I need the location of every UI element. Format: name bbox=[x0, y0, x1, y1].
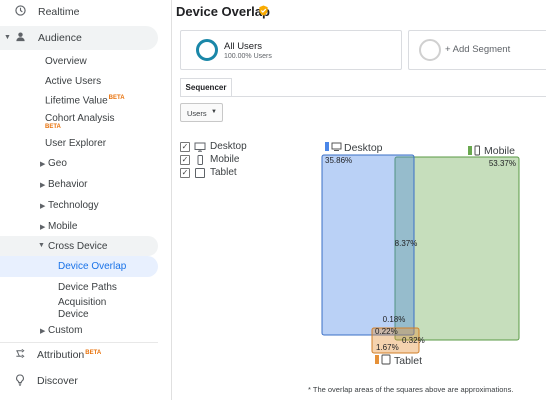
sidebar-item-attribution[interactable]: AttributionBETA bbox=[0, 347, 158, 363]
mobile-checkbox[interactable]: ✓ bbox=[180, 155, 190, 165]
sidebar-item-label: User Explorer bbox=[45, 137, 107, 149]
tablet-legend-label: Tablet bbox=[394, 355, 422, 367]
sidebar-item-label: Cross Device bbox=[48, 240, 108, 252]
attribution-icon bbox=[14, 348, 26, 362]
mobile-phone-icon bbox=[197, 155, 203, 165]
sidebar-item-mobile[interactable]: ▶ Mobile bbox=[0, 219, 158, 233]
mobile-legend-swatch bbox=[468, 146, 472, 155]
sidebar-item-label: Active Users bbox=[45, 75, 102, 87]
sidebar-item-active-users[interactable]: Active Users bbox=[0, 74, 158, 88]
desktop-checkbox[interactable]: ✓ bbox=[180, 142, 190, 152]
clock-icon bbox=[14, 5, 26, 19]
sidebar-item-discover[interactable]: Discover bbox=[0, 373, 158, 389]
desktop-mobile-overlap-pct: 8.37% bbox=[395, 239, 418, 248]
lightbulb-icon bbox=[14, 373, 26, 389]
add-segment-button[interactable]: + Add Segment bbox=[408, 30, 546, 70]
page-title: Device Overlap bbox=[176, 4, 270, 19]
desktop-legend-label: Desktop bbox=[344, 142, 383, 154]
sidebar-item-label: Attribution bbox=[37, 349, 85, 361]
desktop-tablet-overlap-pct: 0.22% bbox=[375, 327, 398, 336]
segment-all-users[interactable]: All Users 100.00% Users bbox=[180, 30, 402, 70]
caret-right-icon: ▶ bbox=[40, 224, 46, 231]
sidebar-item-realtime[interactable]: Realtime bbox=[0, 3, 158, 21]
tablet-legend-swatch bbox=[375, 355, 379, 364]
desktop-square[interactable] bbox=[321, 154, 415, 336]
person-icon bbox=[14, 31, 26, 45]
sidebar-item-label: Technology bbox=[48, 199, 99, 211]
empty-segment-circle-icon bbox=[419, 39, 441, 61]
sidebar-item-custom[interactable]: ▶ Custom bbox=[0, 323, 158, 337]
beta-badge: BETA bbox=[45, 124, 61, 130]
device-overlap-venn: Desktop Mobile Tablet 35.86% 53.37% 8.37… bbox=[321, 142, 520, 367]
tab-divider bbox=[180, 96, 546, 97]
beta-badge: BETA bbox=[108, 95, 125, 102]
add-segment-label: + Add Segment bbox=[445, 44, 511, 55]
mobile-phone-icon bbox=[474, 145, 480, 156]
caret-right-icon: ▶ bbox=[40, 182, 46, 189]
sidebar-item-label: Cohort Analysis bbox=[45, 113, 115, 124]
verified-shield-icon bbox=[259, 5, 268, 16]
main-content: Device Overlap All Users 100.00% Users +… bbox=[172, 0, 546, 400]
mobile-square[interactable] bbox=[394, 156, 520, 341]
sidebar-item-label: Acquisition Device bbox=[58, 297, 107, 320]
sidebar-item-cross-device[interactable]: ▼ Cross Device bbox=[0, 236, 158, 256]
tablet-pct: 1.67% bbox=[376, 343, 399, 352]
desktop-legend-swatch bbox=[325, 142, 329, 151]
mobile-legend-label: Mobile bbox=[484, 145, 515, 157]
tablet-icon bbox=[381, 354, 391, 365]
sidebar-item-label: Audience bbox=[38, 32, 82, 44]
segment-circle-icon bbox=[196, 39, 218, 61]
tablet-icon bbox=[195, 168, 205, 178]
segment-percentage: 100.00% Users bbox=[224, 53, 272, 60]
caret-down-icon: ▼ bbox=[4, 34, 11, 41]
metric-dropdown[interactable]: Users ▼ bbox=[180, 103, 223, 122]
tab-sequencer[interactable]: Sequencer bbox=[180, 78, 232, 97]
sidebar-item-label: Overview bbox=[45, 55, 87, 67]
overlap-footnote: * The overlap areas of the squares above… bbox=[308, 385, 514, 394]
sidebar-item-label: Lifetime Value bbox=[45, 95, 108, 107]
caret-right-icon: ▶ bbox=[40, 161, 46, 168]
sidebar-item-acquisition-device[interactable]: Acquisition Device bbox=[0, 297, 158, 321]
sidebar-item-overview[interactable]: Overview bbox=[0, 54, 158, 68]
device-label: Tablet bbox=[210, 167, 237, 178]
tablet-checkbox[interactable]: ✓ bbox=[180, 168, 190, 178]
caret-down-icon: ▼ bbox=[38, 242, 45, 249]
desktop-pct: 35.86% bbox=[325, 156, 352, 165]
device-label: Desktop bbox=[210, 141, 247, 152]
sidebar-item-label: Discover bbox=[37, 375, 78, 387]
sidebar-item-label: Realtime bbox=[38, 6, 80, 18]
segment-name: All Users bbox=[224, 41, 263, 52]
sidebar-item-technology[interactable]: ▶ Technology bbox=[0, 198, 158, 212]
mobile-tablet-overlap-pct: 0.32% bbox=[402, 336, 425, 345]
sidebar-item-audience[interactable]: ▼ Audience bbox=[0, 26, 158, 50]
sidebar-item-geo[interactable]: ▶ Geo bbox=[0, 156, 158, 170]
tablet-square[interactable] bbox=[371, 327, 420, 354]
sidebar-item-device-paths[interactable]: Device Paths bbox=[0, 280, 158, 294]
caret-right-icon: ▶ bbox=[40, 328, 46, 335]
sidebar-item-label: Mobile bbox=[48, 220, 78, 232]
divider bbox=[0, 342, 158, 343]
sidebar-item-behavior[interactable]: ▶ Behavior bbox=[0, 177, 158, 191]
device-label: Mobile bbox=[210, 154, 240, 165]
sidebar-item-user-explorer[interactable]: User Explorer bbox=[0, 136, 158, 150]
sidebar-item-label: Geo bbox=[48, 157, 67, 169]
sidebar-item-label: Behavior bbox=[48, 178, 88, 190]
mobile-pct: 53.37% bbox=[489, 159, 516, 168]
sidebar: Realtime ▼ Audience Overview Active User… bbox=[0, 0, 172, 400]
all-devices-overlap-pct: 0.18% bbox=[383, 315, 406, 324]
metric-dropdown-value: Users bbox=[187, 109, 207, 118]
desktop-icon bbox=[331, 142, 342, 151]
desktop-icon bbox=[194, 142, 206, 152]
caret-right-icon: ▶ bbox=[40, 203, 46, 210]
caret-down-icon: ▼ bbox=[211, 109, 217, 115]
sidebar-item-device-overlap[interactable]: Device Overlap bbox=[0, 256, 158, 277]
sidebar-item-label: Device Overlap bbox=[58, 261, 127, 272]
sidebar-item-label: Custom bbox=[48, 324, 83, 336]
sidebar-item-lifetime-value[interactable]: Lifetime ValueBETA bbox=[0, 94, 158, 108]
sidebar-item-cohort-analysis[interactable]: Cohort Analysis BETA bbox=[0, 111, 158, 133]
beta-badge: BETA bbox=[85, 349, 102, 356]
sidebar-item-label: Device Paths bbox=[58, 281, 117, 293]
